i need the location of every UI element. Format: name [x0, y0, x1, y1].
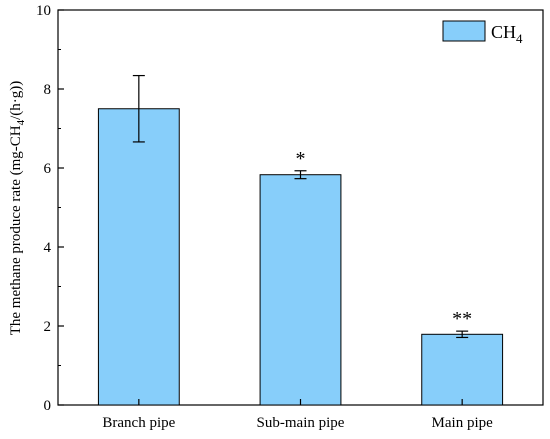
x-tick-label: Branch pipe	[102, 415, 175, 431]
bar	[259, 174, 342, 406]
bars-layer: ***	[97, 74, 504, 406]
significance-mark: *	[296, 148, 306, 170]
y-tick-label: 4	[44, 240, 52, 256]
y-tick-label: 2	[44, 319, 52, 335]
legend: CH4	[442, 20, 523, 46]
legend-swatch	[442, 20, 486, 42]
x-tick-label: Main pipe	[432, 415, 494, 431]
bar	[421, 333, 504, 406]
y-tick-label: 10	[36, 3, 51, 19]
legend-label: CH4	[491, 22, 523, 46]
x-tick-label: Sub-main pipe	[257, 415, 345, 431]
y-tick-label: 8	[44, 82, 52, 98]
significance-mark: **	[452, 308, 472, 330]
x-axis: Branch pipe Sub-main pipe Main pipe	[102, 399, 493, 431]
y-axis-label: The methane produce rate (mg-CH4/(h·g))	[8, 81, 27, 336]
y-axis: 0 2 4 6 8 10	[36, 3, 64, 414]
y-tick-label: 6	[44, 161, 52, 177]
y-tick-label: 0	[44, 398, 52, 414]
bar	[97, 108, 180, 406]
